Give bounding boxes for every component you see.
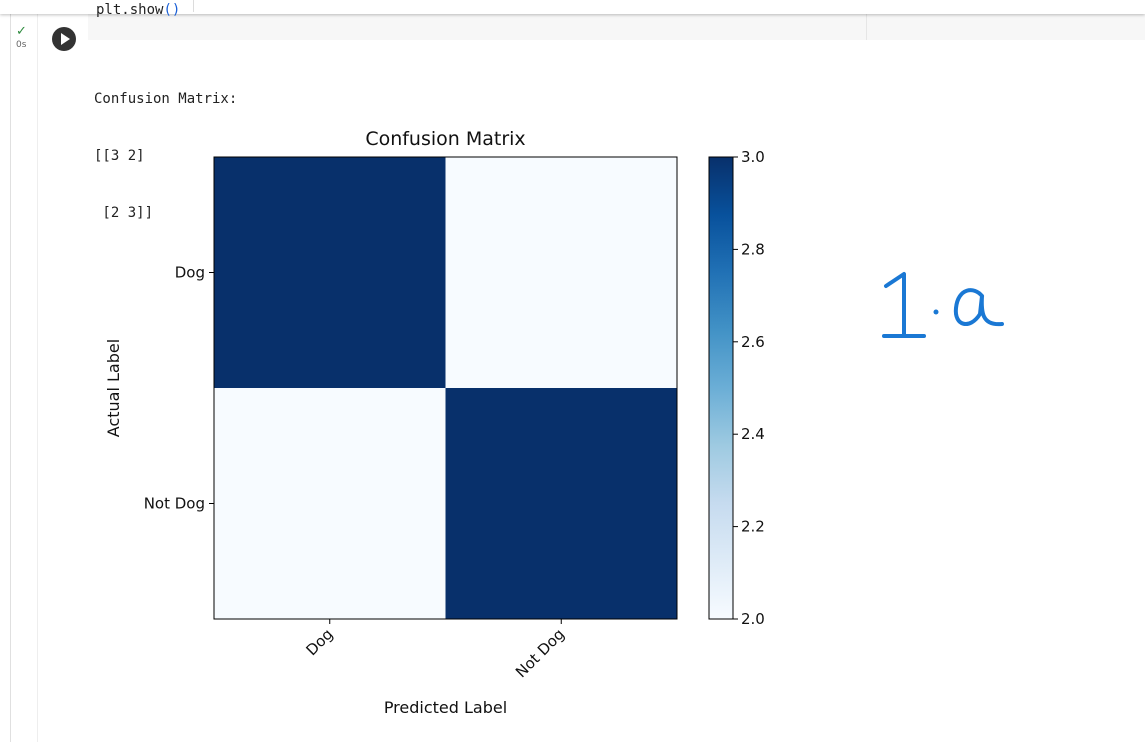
- x-axis-label: Predicted Label: [384, 698, 507, 717]
- y-tick-label: Not Dog: [144, 495, 205, 513]
- output-line: [[3 2]: [94, 148, 145, 164]
- gutter-divider: [37, 0, 38, 742]
- code-line[interactable]: plt.show(): [96, 2, 180, 18]
- execution-time: 0s: [16, 40, 27, 50]
- notebook-toolbar: [0, 0, 1145, 14]
- y-axis-label: Actual Label: [104, 339, 123, 437]
- colorbar: [708, 156, 734, 620]
- check-icon: ✓: [16, 24, 27, 39]
- colorbar-tick-label: 3.0: [741, 148, 765, 166]
- play-icon[interactable]: [52, 27, 76, 51]
- toolbar-separator: [193, 0, 194, 12]
- code-parens: (): [163, 2, 181, 18]
- handwritten-letter-a: [953, 288, 1004, 327]
- x-tick-label: Not Dog: [512, 625, 568, 681]
- confusion-matrix-chart: Confusion Matrix Dog Not Dog Dog Not Dog Pred…: [104, 128, 765, 717]
- handwritten-annotation: [882, 272, 1004, 338]
- colorbar-tick-label: 2.0: [741, 610, 765, 628]
- handwritten-digit-one: [884, 272, 906, 338]
- code-text: plt.show: [96, 2, 164, 18]
- x-tick-label: Dog: [302, 625, 336, 659]
- heatmap-cell: [214, 157, 446, 388]
- colorbar-tick-label: 2.4: [741, 425, 765, 443]
- output-line: Confusion Matrix:: [94, 91, 238, 107]
- colorbar-tick-label: 2.8: [741, 240, 765, 258]
- cell-output-text: Confusion Matrix: [[3 2] [2 3]]: [94, 52, 237, 242]
- heatmap-cell: [445, 388, 677, 619]
- colorbar-tick-label: 2.6: [741, 333, 765, 351]
- y-tick-label: Dog: [175, 264, 205, 282]
- colorbar-tick-label: 2.2: [741, 518, 765, 536]
- chart-title: Confusion Matrix: [365, 128, 525, 150]
- plot-frame: [213, 156, 678, 620]
- heatmap-cell: [214, 388, 446, 619]
- gutter-border: [10, 0, 11, 742]
- handwritten-dot: [933, 309, 939, 315]
- heatmap-cell: [445, 157, 677, 388]
- output-line: [2 3]]: [94, 205, 154, 221]
